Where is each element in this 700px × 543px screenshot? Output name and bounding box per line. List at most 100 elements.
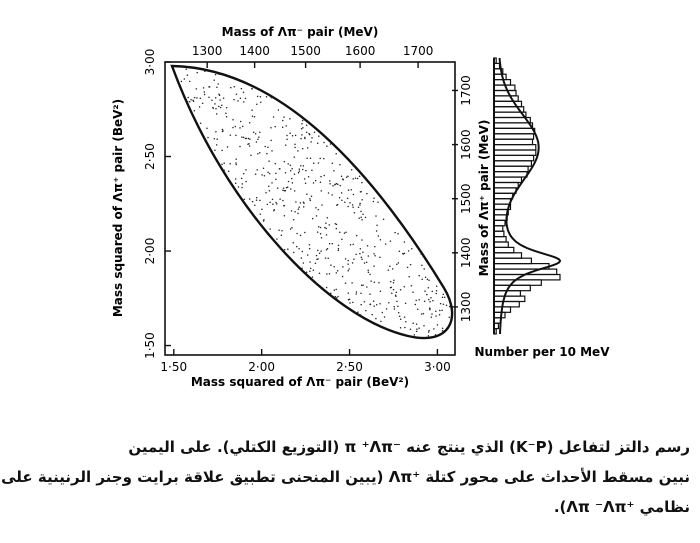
event-point (218, 105, 220, 108)
event-point (291, 177, 293, 180)
event-point (420, 313, 423, 315)
event-point (241, 136, 243, 138)
right-tick-label: 1500 (459, 183, 473, 214)
event-point (286, 138, 288, 141)
event-point (362, 284, 364, 286)
event-point (256, 95, 259, 98)
event-point (445, 304, 448, 306)
event-point (233, 98, 235, 101)
event-point (412, 322, 414, 325)
dalitz-plot: 1·50 2·00 2·50 3·00 3·00 2·50 2·00 1·50 1300 1400… (111, 25, 456, 389)
bottom-tick-label: 2·50 (336, 360, 363, 374)
event-point (180, 80, 183, 83)
event-point (381, 311, 384, 314)
event-point (222, 130, 224, 132)
event-point (291, 182, 294, 184)
event-point (250, 154, 252, 157)
event-point (303, 178, 306, 180)
event-point (374, 245, 376, 248)
event-point (215, 144, 218, 146)
histogram-bin (493, 241, 509, 249)
event-point (317, 208, 320, 211)
event-point (340, 175, 343, 178)
event-point (357, 311, 359, 313)
event-point (350, 188, 352, 191)
bottom-tick-label: 3·00 (424, 360, 451, 374)
event-point (421, 278, 423, 281)
event-point (379, 302, 381, 305)
event-point (362, 251, 364, 253)
event-point (198, 106, 201, 108)
event-point (364, 216, 367, 219)
event-point (430, 316, 433, 318)
event-point (347, 263, 349, 265)
event-point (392, 282, 395, 284)
event-point (316, 231, 319, 233)
event-point (275, 178, 277, 181)
bottom-tick-label: 2·00 (248, 360, 275, 374)
event-point (435, 315, 437, 317)
event-point (311, 169, 313, 171)
event-point (298, 170, 301, 172)
histogram-bin (493, 273, 561, 281)
event-point (290, 188, 292, 190)
event-point (306, 157, 308, 160)
event-point (259, 152, 261, 154)
histogram-bins (493, 57, 561, 335)
event-point (282, 119, 284, 122)
event-point (282, 199, 284, 202)
event-point (305, 169, 307, 172)
event-point (332, 184, 334, 187)
event-point (377, 235, 380, 237)
event-point (309, 270, 311, 273)
event-point (397, 262, 400, 264)
event-point (318, 135, 320, 137)
event-point (350, 168, 353, 171)
histogram-bin (493, 214, 508, 221)
event-point (283, 116, 285, 118)
event-point (287, 248, 289, 250)
event-point (375, 317, 377, 320)
event-point (306, 193, 308, 196)
event-point (344, 201, 346, 204)
event-point (310, 141, 312, 143)
event-point (351, 204, 354, 206)
right-tick-label: 1700 (459, 75, 473, 106)
projection-histogram: 1700 1600 1500 1400 1300 Mass of Λπ⁺ pair (M… (452, 57, 610, 359)
event-point (235, 162, 237, 164)
event-point (341, 238, 343, 240)
event-point (203, 93, 206, 96)
event-point (301, 134, 303, 136)
event-point (358, 175, 361, 178)
event-point (299, 202, 302, 204)
event-point (389, 280, 392, 283)
event-point (261, 174, 263, 176)
histogram-bin (493, 95, 519, 102)
event-point (408, 275, 410, 278)
event-point (331, 242, 334, 245)
event-point (221, 163, 223, 166)
event-point (373, 252, 375, 255)
event-point (349, 202, 351, 204)
event-point (357, 206, 360, 209)
event-point (309, 197, 311, 200)
event-point (343, 232, 346, 234)
event-point (333, 266, 335, 268)
event-point (188, 100, 191, 103)
event-point (336, 204, 338, 206)
event-point (196, 97, 198, 99)
event-point (427, 335, 430, 337)
event-point (247, 137, 250, 140)
event-point (301, 267, 303, 270)
event-point (345, 231, 347, 233)
caption-line: نظامي ⁺Λπ ⁻Λπ). (553, 498, 690, 516)
event-point (354, 177, 357, 179)
right-tick-label: 1300 (459, 292, 473, 323)
event-point (321, 204, 323, 206)
event-point (314, 179, 317, 182)
event-point (251, 115, 254, 117)
event-point (435, 290, 438, 292)
event-point (282, 187, 285, 189)
event-point (229, 162, 231, 165)
top-tick-label: 1500 (290, 44, 321, 58)
